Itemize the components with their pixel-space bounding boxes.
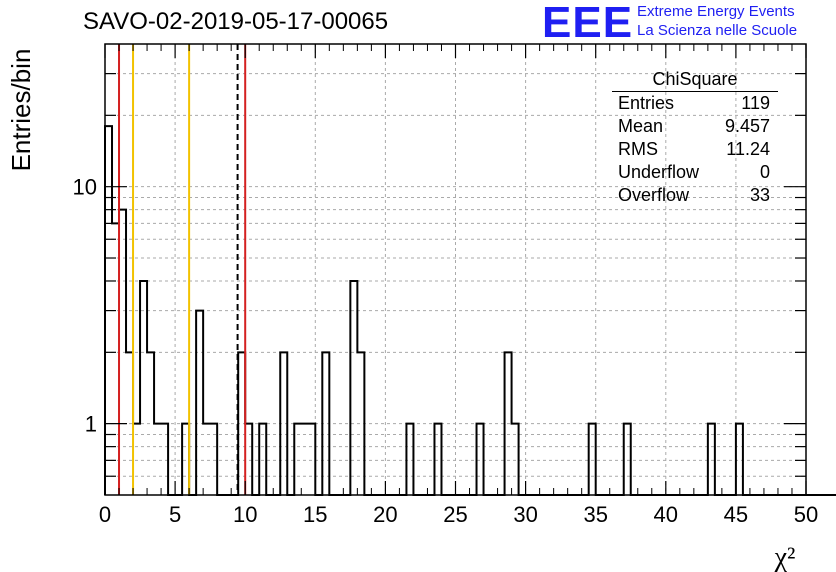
x-tick-label: 15 bbox=[303, 502, 327, 527]
stats-box: ChiSquare Entries 119 Mean 9.457 RMS 11.… bbox=[612, 68, 778, 207]
stats-value: 119 bbox=[741, 93, 770, 113]
stats-title: ChiSquare bbox=[612, 68, 778, 92]
stats-value: 0 bbox=[759, 162, 770, 182]
stats-label: RMS bbox=[618, 139, 658, 159]
axis-tick-labels: 0 5 10 15 20 25 30 35 40 45 50 1 10 bbox=[73, 175, 819, 527]
eee-logo-text: EEE bbox=[542, 0, 634, 47]
stats-label: Overflow bbox=[618, 185, 690, 205]
y-axis-label: Entries/bin bbox=[6, 49, 36, 172]
stats-row-overflow: Overflow 33 bbox=[612, 184, 778, 207]
x-axis-label: χ² bbox=[774, 542, 796, 572]
x-tick-label: 45 bbox=[724, 502, 748, 527]
stats-row-underflow: Underflow 0 bbox=[612, 161, 778, 184]
stats-label: Entries bbox=[618, 93, 675, 113]
y-tick-label: 10 bbox=[73, 175, 97, 200]
x-tick-label: 10 bbox=[233, 502, 257, 527]
y-tick-label: 1 bbox=[85, 412, 97, 437]
x-tick-label: 40 bbox=[654, 502, 678, 527]
stats-value: 11.24 bbox=[726, 139, 770, 159]
axis-ticks bbox=[104, 44, 807, 495]
stats-label: Mean bbox=[618, 116, 664, 136]
chart-title: SAVO-02-2019-05-17-00065 bbox=[83, 8, 389, 35]
logo-line-2: La Scienza nelle Scuole bbox=[637, 22, 798, 39]
stats-row-entries: Entries 119 bbox=[612, 92, 778, 115]
stats-value: 33 bbox=[749, 185, 770, 205]
x-tick-label: 50 bbox=[794, 502, 818, 527]
x-tick-label: 0 bbox=[99, 502, 111, 527]
stats-label: Underflow bbox=[618, 162, 700, 182]
stats-row-mean: Mean 9.457 bbox=[612, 115, 778, 138]
grid bbox=[105, 44, 806, 495]
logo-line-1: Extreme Energy Events bbox=[637, 3, 795, 20]
x-tick-label: 20 bbox=[373, 502, 397, 527]
stats-row-rms: RMS 11.24 bbox=[612, 138, 778, 161]
marker-lines bbox=[118, 44, 247, 495]
x-tick-label: 30 bbox=[513, 502, 537, 527]
x-tick-label: 25 bbox=[443, 502, 467, 527]
x-tick-label: 35 bbox=[583, 502, 607, 527]
x-tick-label: 5 bbox=[169, 502, 181, 527]
stats-value: 9.457 bbox=[724, 116, 770, 136]
